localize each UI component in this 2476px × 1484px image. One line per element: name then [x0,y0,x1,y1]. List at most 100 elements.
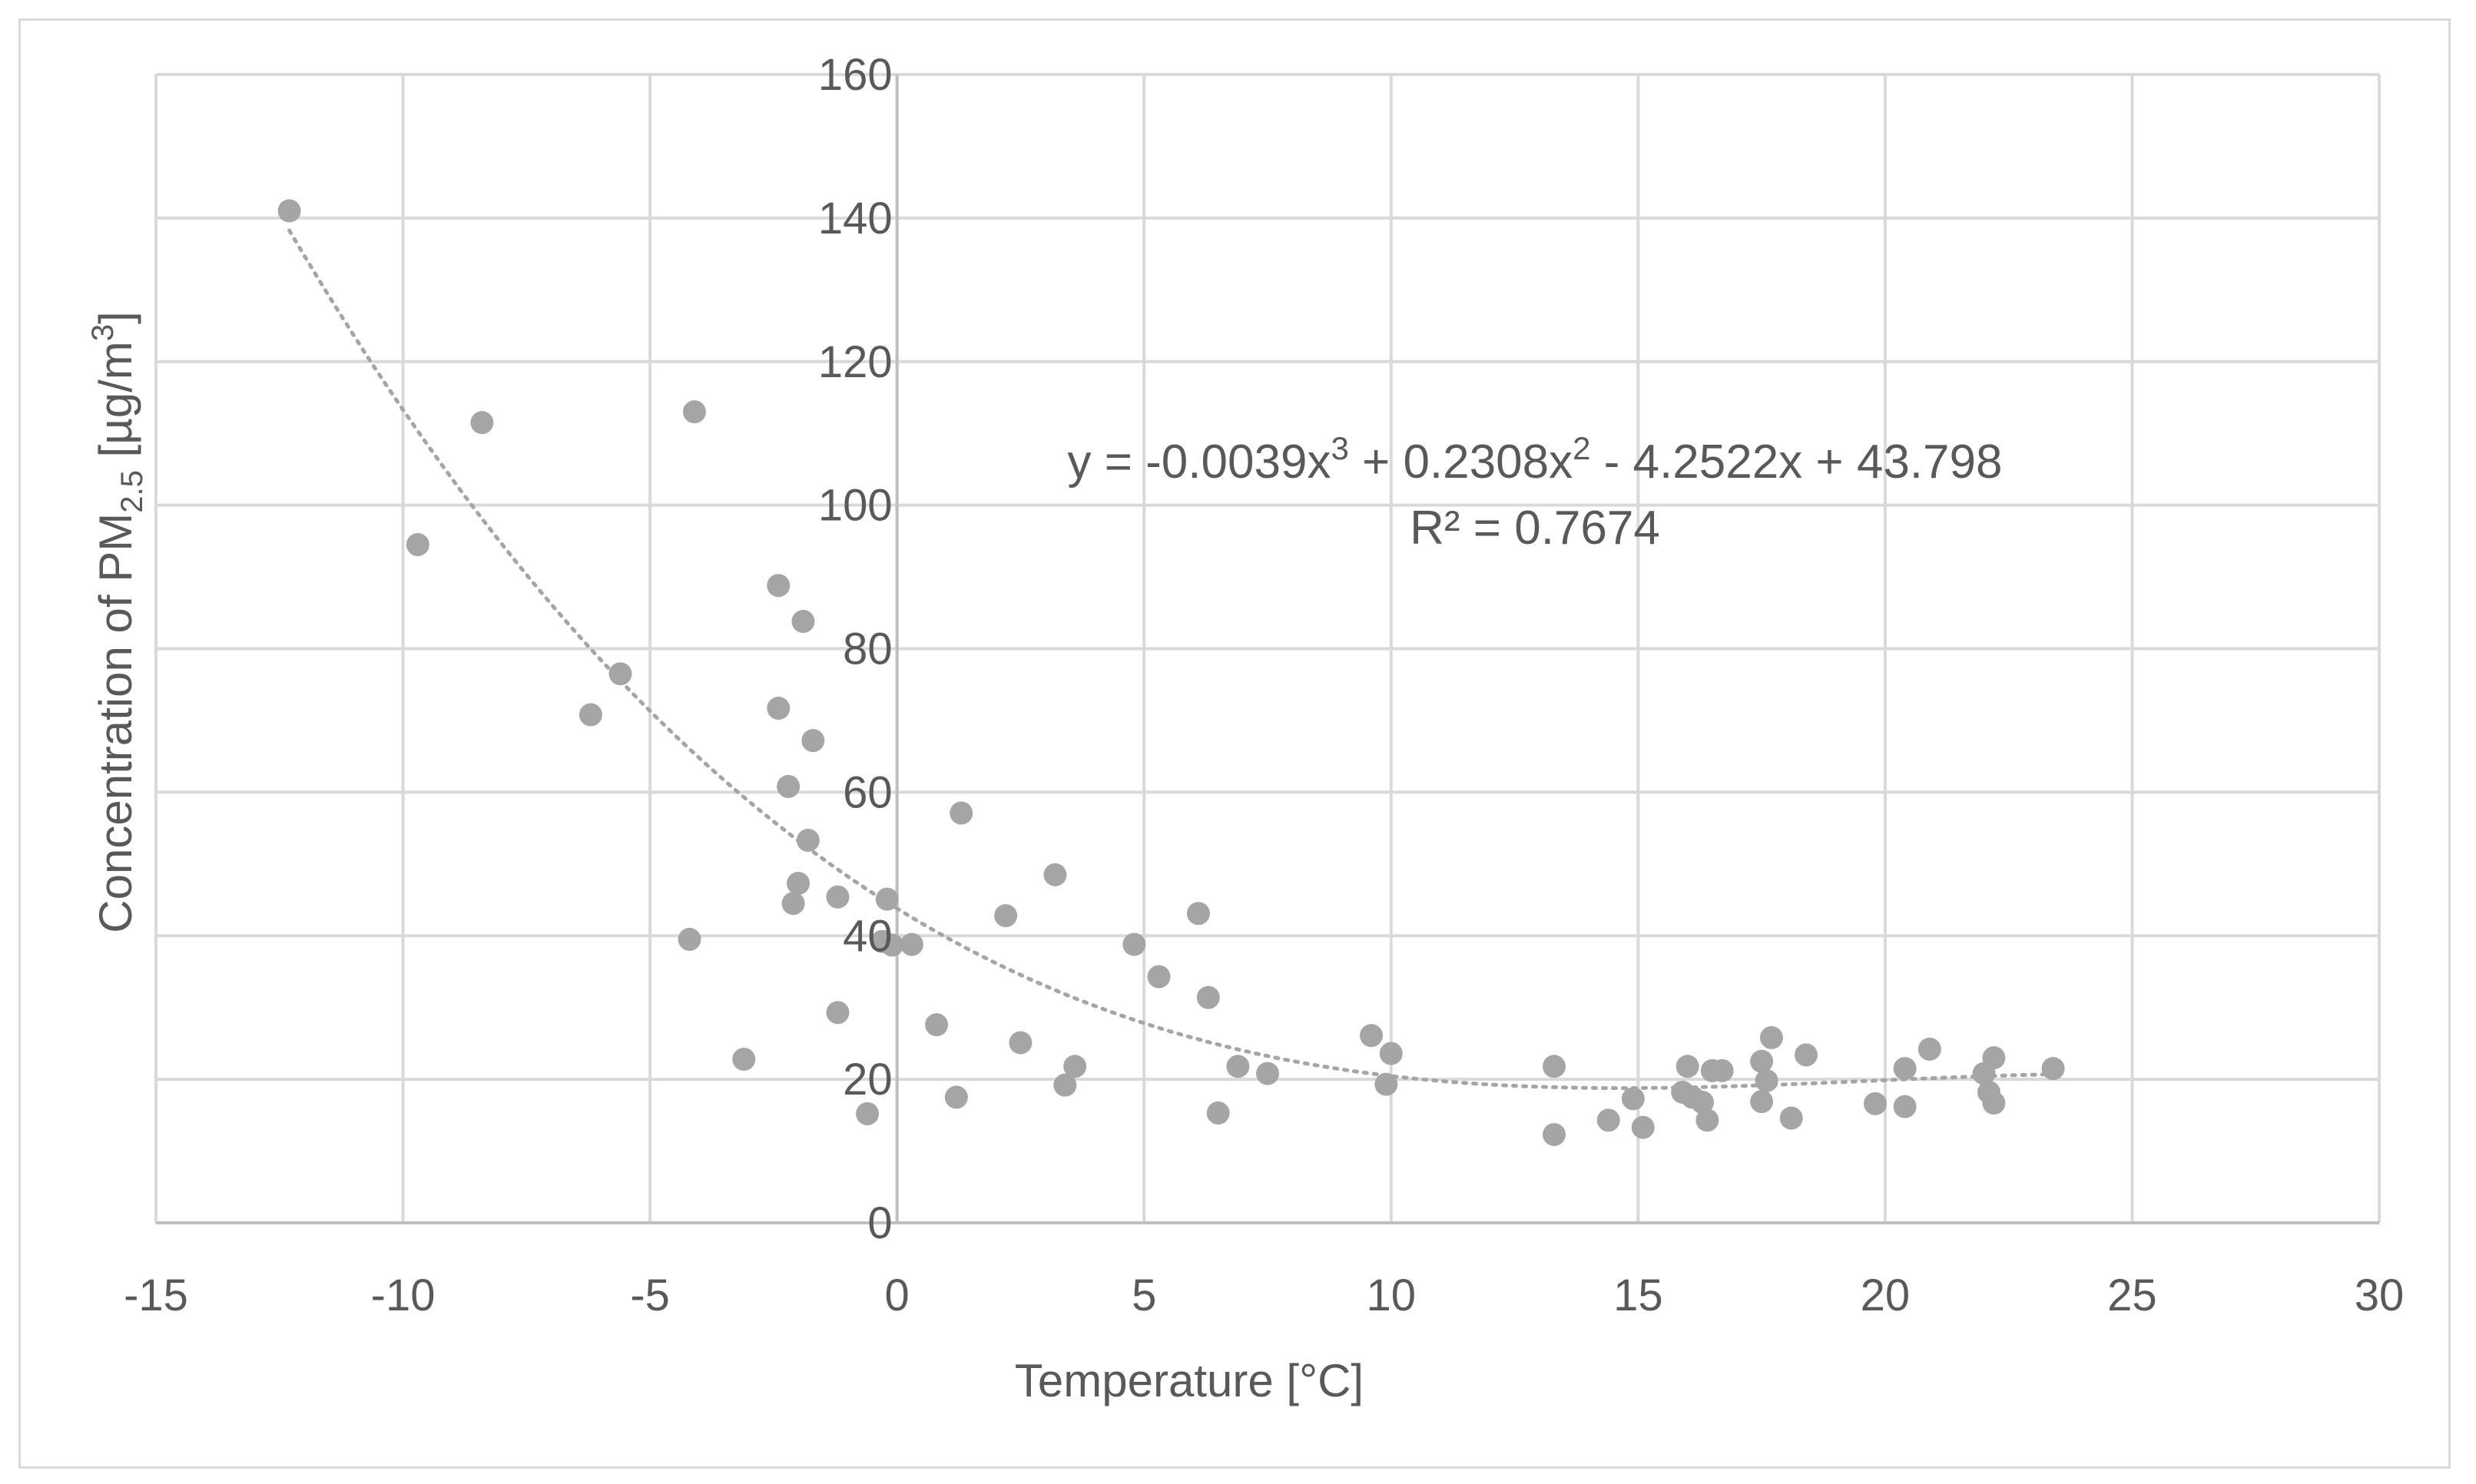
data-point [1710,1058,1734,1082]
data-point [944,1085,968,1109]
data-point [406,533,429,557]
data-point [1063,1055,1087,1078]
trendline-equation: y = -0.0039x3 + 0.2308x2 - 4.2522x + 43.… [1068,430,2003,489]
data-point [1917,1037,1941,1061]
data-point [925,1013,949,1037]
data-point [900,932,923,956]
data-point [277,199,301,223]
data-point [1206,1101,1230,1125]
data-point [1695,1108,1719,1132]
y-tick-label: 80 [843,624,893,674]
x-tick-label: -10 [371,1270,436,1320]
trendline [287,228,2055,1091]
y-axis-title-unit: [µg/m [90,341,141,470]
chart-frame [18,18,2451,1469]
data-point [1794,1043,1818,1067]
data-point [1750,1049,1774,1073]
data-point [1982,1046,2006,1070]
data-point [767,697,791,720]
data-point [781,892,805,916]
data-point [2041,1057,2065,1081]
data-point [796,828,820,852]
data-point [1779,1106,1803,1130]
data-point [578,703,602,727]
y-axis-title-prefix: Concentration of PM [90,513,141,933]
axes [156,75,2379,1224]
y-axis-title: Concentration of PM2.5 [µg/m3] [86,311,149,932]
data-point [1147,965,1171,989]
x-tick-label: 15 [1613,1270,1663,1320]
y-axis-title-unit-suffix: ] [90,311,141,324]
data-point [1053,1073,1077,1097]
data-point [1893,1057,1917,1081]
y-tick-label: 160 [818,50,893,100]
data-point [1893,1095,1917,1118]
equation-tail: - 4.2522x + 43.798 [1590,436,2002,489]
x-tick-label: 25 [2107,1270,2157,1320]
equation-mid: + 0.2308x [1349,436,1573,489]
y-axis-title-superscript: 3 [86,324,120,341]
data-point [608,662,632,686]
x-tick-label: -15 [124,1270,188,1320]
data-point [1631,1115,1655,1139]
x-tick-label: 10 [1367,1270,1417,1320]
equation-main: y = -0.0039x [1068,436,1331,489]
data-point [777,774,800,798]
y-tick-label: 120 [818,337,893,387]
data-point [801,729,825,753]
y-tick-label: 100 [818,481,893,531]
x-tick-label: 0 [885,1270,910,1320]
data-point [1864,1091,1888,1115]
data-point [1759,1025,1783,1049]
data-point [1690,1091,1714,1115]
data-point [767,574,791,598]
trendline-group [287,228,2055,1091]
data-point [1543,1123,1566,1147]
data-point [826,1001,850,1025]
data-point [1009,1031,1032,1055]
data-point [787,872,810,896]
data-point [950,801,973,825]
data-point [1226,1055,1250,1078]
data-point [994,904,1018,928]
data-point [875,887,899,911]
y-axis-title-subscript: 2.5 [115,470,149,513]
data-point [1543,1055,1566,1078]
data-point [791,609,815,633]
data-point [1621,1087,1645,1111]
y-tick-label: 0 [867,1198,892,1248]
data-point [1596,1108,1620,1132]
x-tick-label: -5 [630,1270,670,1320]
data-point [1374,1072,1398,1096]
data-point [1360,1024,1384,1048]
data-point [1379,1042,1403,1065]
y-tick-label: 20 [843,1055,893,1105]
x-tick-label: 5 [1132,1270,1156,1320]
data-point [1755,1068,1778,1092]
x-tick-label: 30 [2355,1270,2405,1320]
data-point [1186,902,1210,926]
data-point [826,885,850,909]
data-point [856,1101,880,1125]
data-point [1750,1090,1774,1114]
y-tick-label: 40 [843,911,893,961]
data-point [880,933,904,957]
data-point [1196,985,1220,1009]
gridlines [154,73,2381,1224]
x-axis-title: Temperature [°C] [1015,1355,1364,1406]
data-point [1982,1091,2006,1115]
data-point [1676,1055,1699,1078]
equation-sup-2: 2 [1573,430,1590,466]
tick-labels: 0 20 40 60 80 100 120 140 160 -15 -10 -5 0 5 10 15 20 25 3… [124,50,2404,1320]
data-point [682,400,706,424]
y-tick-label: 60 [843,767,893,817]
data-point [1122,932,1146,956]
data-point [678,927,701,951]
data-points [277,199,2065,1147]
data-point [470,411,494,435]
data-point [1256,1062,1279,1085]
equation-sup-3: 3 [1331,430,1348,466]
y-tick-label: 140 [818,194,893,243]
r-squared-label: R² = 0.7674 [1410,502,1660,555]
